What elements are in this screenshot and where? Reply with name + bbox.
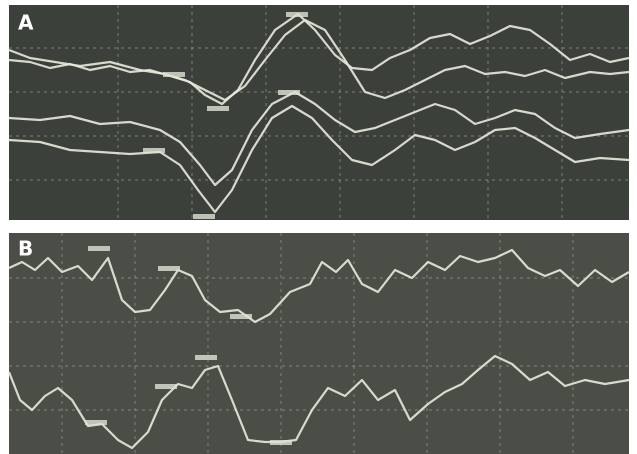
panel-label: A: [18, 11, 34, 35]
marker-tag: [195, 355, 217, 360]
panel-a: A: [9, 5, 629, 220]
marker-tag: [193, 214, 215, 219]
marker-tag: [88, 246, 110, 251]
marker-tag: [155, 384, 177, 389]
marker-tag: [207, 106, 229, 111]
marker-tag: [230, 314, 252, 319]
marker-tag: [85, 420, 107, 425]
figure: A B: [0, 0, 637, 454]
marker-tag: [278, 90, 300, 95]
marker-tag: [163, 72, 185, 77]
marker-tag: [143, 148, 165, 153]
panel-background: [9, 5, 629, 220]
panel-label: B: [18, 237, 33, 261]
marker-tag: [286, 12, 308, 17]
marker-tag: [270, 440, 292, 445]
marker-tag: [158, 266, 180, 271]
panel-b: B: [9, 233, 629, 454]
